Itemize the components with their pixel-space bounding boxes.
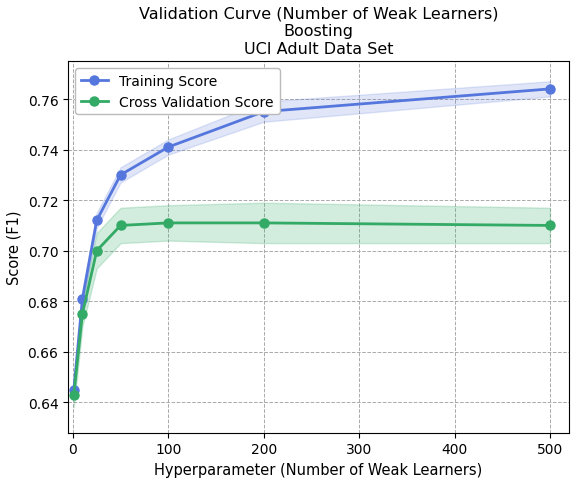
Training Score xyxy=(117,173,124,179)
Training Score xyxy=(165,145,172,151)
Cross Validation Score xyxy=(165,221,172,227)
Training Score xyxy=(93,218,100,224)
Cross Validation Score xyxy=(547,223,554,229)
Training Score xyxy=(79,296,86,302)
Line: Cross Validation Score: Cross Validation Score xyxy=(69,219,555,399)
Cross Validation Score xyxy=(79,311,86,317)
Cross Validation Score xyxy=(117,223,124,229)
Title: Validation Curve (Number of Weak Learners)
Boosting
UCI Adult Data Set: Validation Curve (Number of Weak Learner… xyxy=(139,7,498,57)
X-axis label: Hyperparameter (Number of Weak Learners): Hyperparameter (Number of Weak Learners) xyxy=(154,462,483,477)
Line: Training Score: Training Score xyxy=(69,85,555,394)
Y-axis label: Score (F1): Score (F1) xyxy=(7,210,22,285)
Cross Validation Score xyxy=(93,248,100,254)
Training Score xyxy=(547,87,554,92)
Legend: Training Score, Cross Validation Score: Training Score, Cross Validation Score xyxy=(75,69,279,115)
Training Score xyxy=(70,387,77,393)
Training Score xyxy=(260,109,267,115)
Cross Validation Score xyxy=(70,392,77,398)
Cross Validation Score xyxy=(260,221,267,227)
